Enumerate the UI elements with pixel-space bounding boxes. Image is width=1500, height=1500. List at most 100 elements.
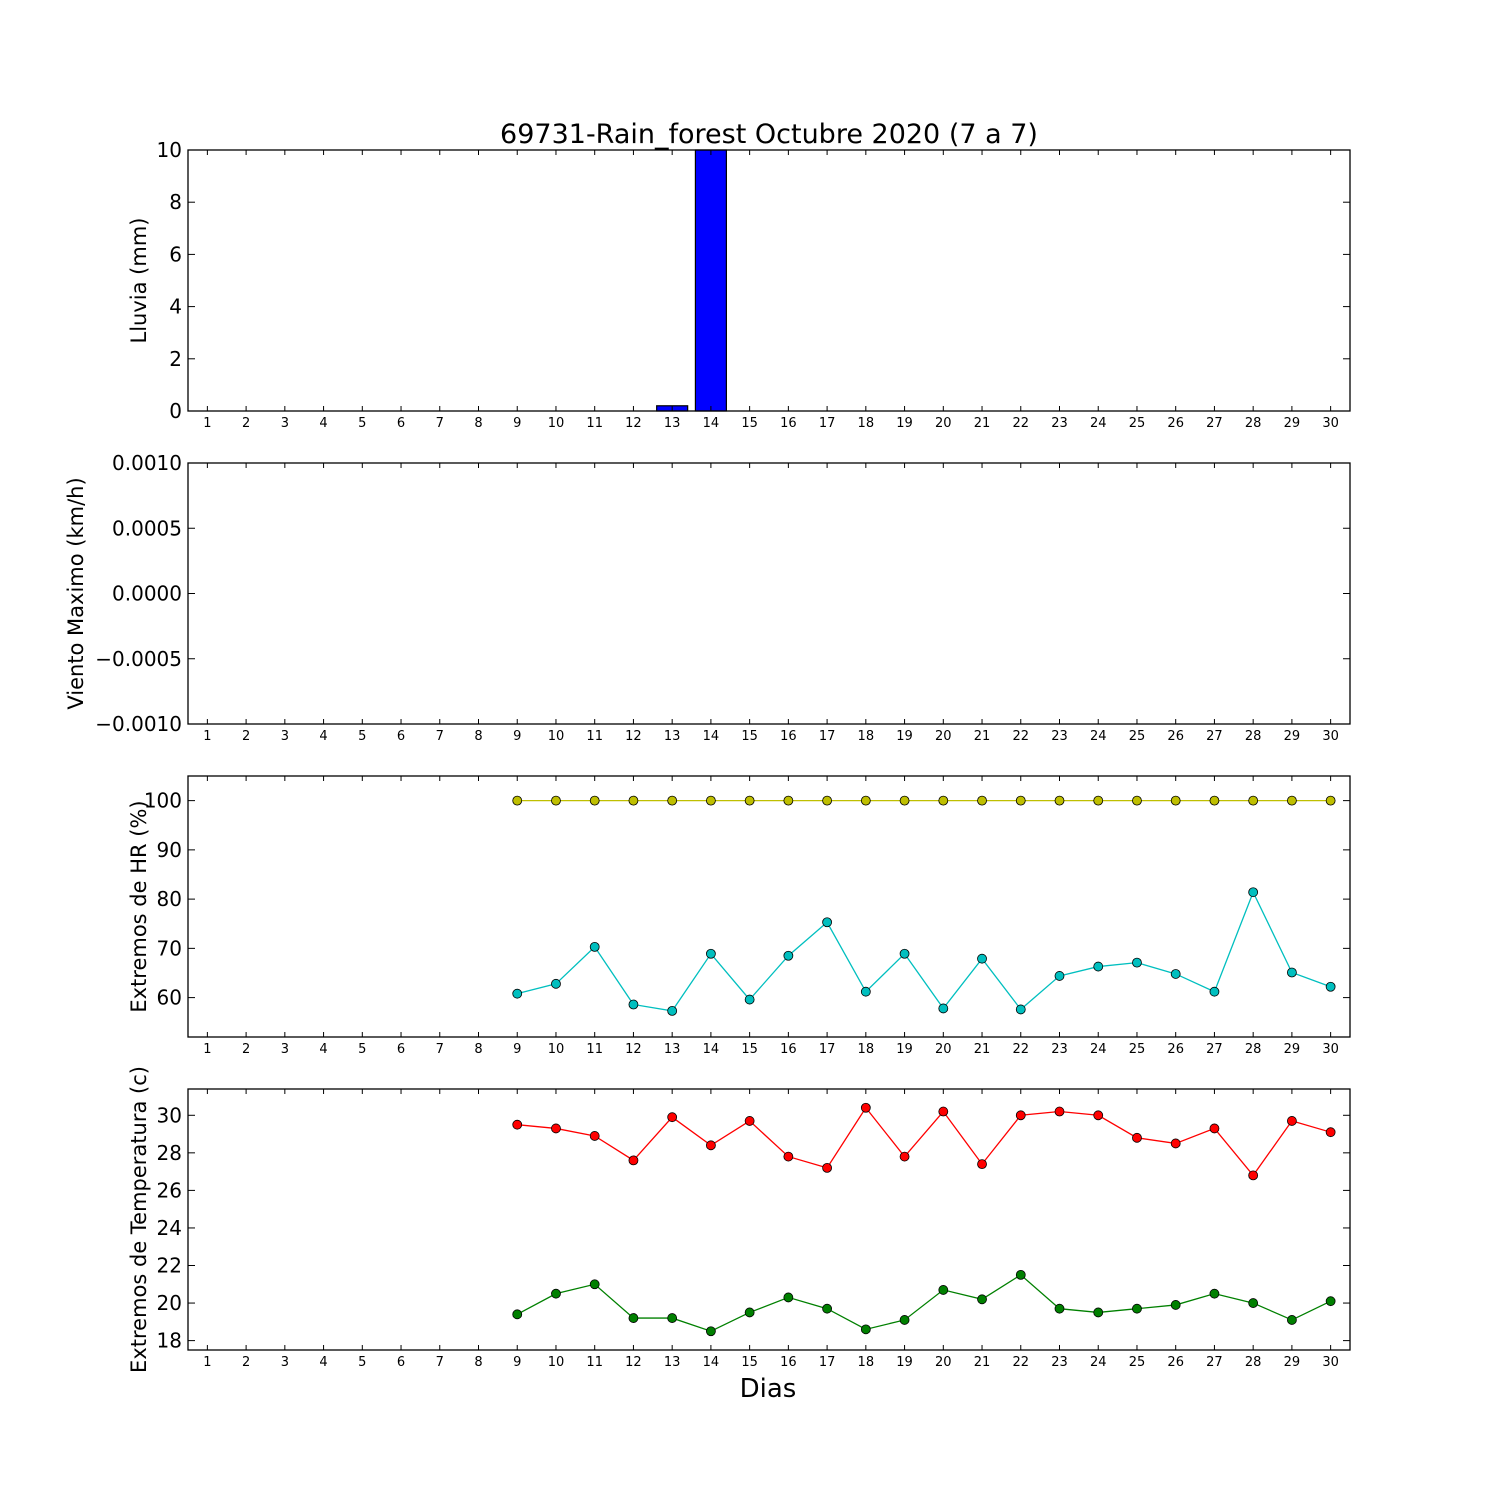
x-tick-label: 4 <box>319 729 327 744</box>
point-s1-day-28 <box>1248 1170 1259 1181</box>
point-s2-day-25 <box>1132 1303 1142 1314</box>
series-line-2 <box>516 1274 1331 1332</box>
y-tick-label: 4 <box>169 295 182 319</box>
point-s1-day-15 <box>744 795 755 806</box>
x-tick-label: 21 <box>974 416 991 431</box>
point-s2-day-10 <box>551 1288 561 1299</box>
point-s2-day-12 <box>628 1313 639 1323</box>
point-s2-day-24 <box>1093 961 1104 972</box>
axes-frame <box>187 1088 1351 1351</box>
x-tick-label: 15 <box>741 1042 758 1057</box>
x-tick-label: 6 <box>397 416 405 431</box>
point-s2-day-28 <box>1248 1298 1259 1308</box>
x-tick-label: 27 <box>1206 1042 1223 1057</box>
point-s1-day-19 <box>899 1151 910 1162</box>
y-tick-label: 28 <box>157 1141 182 1165</box>
point-s2-day-10 <box>551 978 561 989</box>
x-tick-label: 9 <box>513 1355 521 1370</box>
x-tick-label: 7 <box>436 416 444 431</box>
x-tick-label: 27 <box>1206 729 1223 744</box>
x-tick-label: 1 <box>203 1042 211 1057</box>
x-tick-label: 15 <box>741 729 758 744</box>
x-tick-label: 22 <box>1012 1355 1029 1370</box>
x-tick-label: 3 <box>281 1355 289 1370</box>
point-s1-day-29 <box>1287 1116 1297 1126</box>
point-s2-day-27 <box>1209 986 1220 997</box>
x-tick-label: 11 <box>586 416 603 431</box>
x-tick-label: 13 <box>664 729 681 744</box>
y-tick-label: 100 <box>144 789 182 813</box>
point-s1-day-12 <box>628 795 639 806</box>
bar-day-14 <box>694 149 727 412</box>
y-tick-label: 0.0010 <box>112 451 182 475</box>
point-s1-day-16 <box>783 795 794 806</box>
y-tick-label: 22 <box>157 1254 182 1278</box>
point-s1-day-28 <box>1248 795 1259 806</box>
y-axis-label: Extremos de HR (%) <box>127 800 151 1012</box>
x-tick-label: 3 <box>281 416 289 431</box>
axes-frame <box>187 149 1351 412</box>
x-tick-label: 7 <box>436 729 444 744</box>
x-tick-label: 28 <box>1245 416 1262 431</box>
point-s1-day-11 <box>589 795 600 806</box>
point-s2-day-27 <box>1209 1288 1220 1299</box>
x-tick-label: 17 <box>819 416 836 431</box>
x-tick-label: 9 <box>513 416 521 431</box>
plot-area <box>188 776 1350 1037</box>
x-tick-label: 2 <box>242 1355 250 1370</box>
x-axis-label: Dias <box>740 1374 797 1404</box>
x-tick-label: 22 <box>1012 729 1029 744</box>
y-tick-label: 90 <box>157 838 182 862</box>
x-tick-label: 30 <box>1322 729 1339 744</box>
plot-area <box>188 463 1350 724</box>
point-s1-day-18 <box>860 795 871 806</box>
x-tick-label: 29 <box>1284 729 1301 744</box>
point-s1-day-9 <box>512 1119 523 1130</box>
point-s2-day-23 <box>1054 1303 1065 1314</box>
point-s2-day-20 <box>938 1285 949 1295</box>
x-tick-label: 10 <box>548 729 565 744</box>
x-tick-label: 21 <box>974 1355 991 1370</box>
x-tick-label: 10 <box>548 1355 565 1370</box>
y-tick-label: −0.0010 <box>95 712 182 736</box>
y-tick-label: 0 <box>169 399 182 423</box>
point-s2-day-16 <box>783 950 794 961</box>
y-axis-label: Lluvia (mm) <box>127 218 151 344</box>
point-s1-day-15 <box>744 1116 755 1126</box>
x-tick-label: 4 <box>319 416 327 431</box>
axes-frame <box>187 775 1351 1038</box>
point-s1-day-23 <box>1054 795 1065 806</box>
y-tick-label: 18 <box>157 1329 182 1353</box>
x-tick-label: 17 <box>819 1042 836 1057</box>
point-s2-day-23 <box>1054 971 1065 981</box>
point-s2-day-15 <box>744 994 755 1005</box>
point-s1-day-24 <box>1093 1110 1104 1121</box>
point-s2-day-15 <box>744 1307 755 1318</box>
panel-1: 1 2 3 4 5 6 7 8 9 10 11 12 13 14 15 16 17 18 19 20 21 22 23 24 2… <box>127 138 1351 431</box>
x-tick-label: 12 <box>625 1042 642 1057</box>
x-tick-label: 18 <box>858 1355 875 1370</box>
x-tick-label: 11 <box>586 1042 603 1057</box>
point-s1-day-20 <box>938 1106 949 1117</box>
point-s1-day-25 <box>1132 1132 1142 1143</box>
x-tick-label: 21 <box>974 729 991 744</box>
point-s1-day-24 <box>1093 795 1104 806</box>
x-tick-label: 3 <box>281 1042 289 1057</box>
x-tick-label: 13 <box>664 1355 681 1370</box>
x-tick-label: 2 <box>242 1042 250 1057</box>
point-s1-day-29 <box>1287 795 1297 806</box>
x-tick-label: 10 <box>548 1042 565 1057</box>
point-s2-day-9 <box>512 1309 523 1320</box>
point-s1-day-27 <box>1209 795 1220 806</box>
x-tick-label: 30 <box>1322 1355 1339 1370</box>
point-s1-day-12 <box>628 1155 639 1166</box>
x-tick-label: 18 <box>858 416 875 431</box>
point-s1-day-20 <box>938 795 949 806</box>
point-s1-day-30 <box>1325 1127 1336 1138</box>
point-s1-day-17 <box>822 795 832 806</box>
point-s2-day-17 <box>822 1303 832 1314</box>
point-s1-day-25 <box>1132 795 1142 806</box>
x-tick-label: 25 <box>1129 729 1146 744</box>
x-tick-label: 5 <box>358 1042 366 1057</box>
point-s1-day-13 <box>667 795 678 806</box>
